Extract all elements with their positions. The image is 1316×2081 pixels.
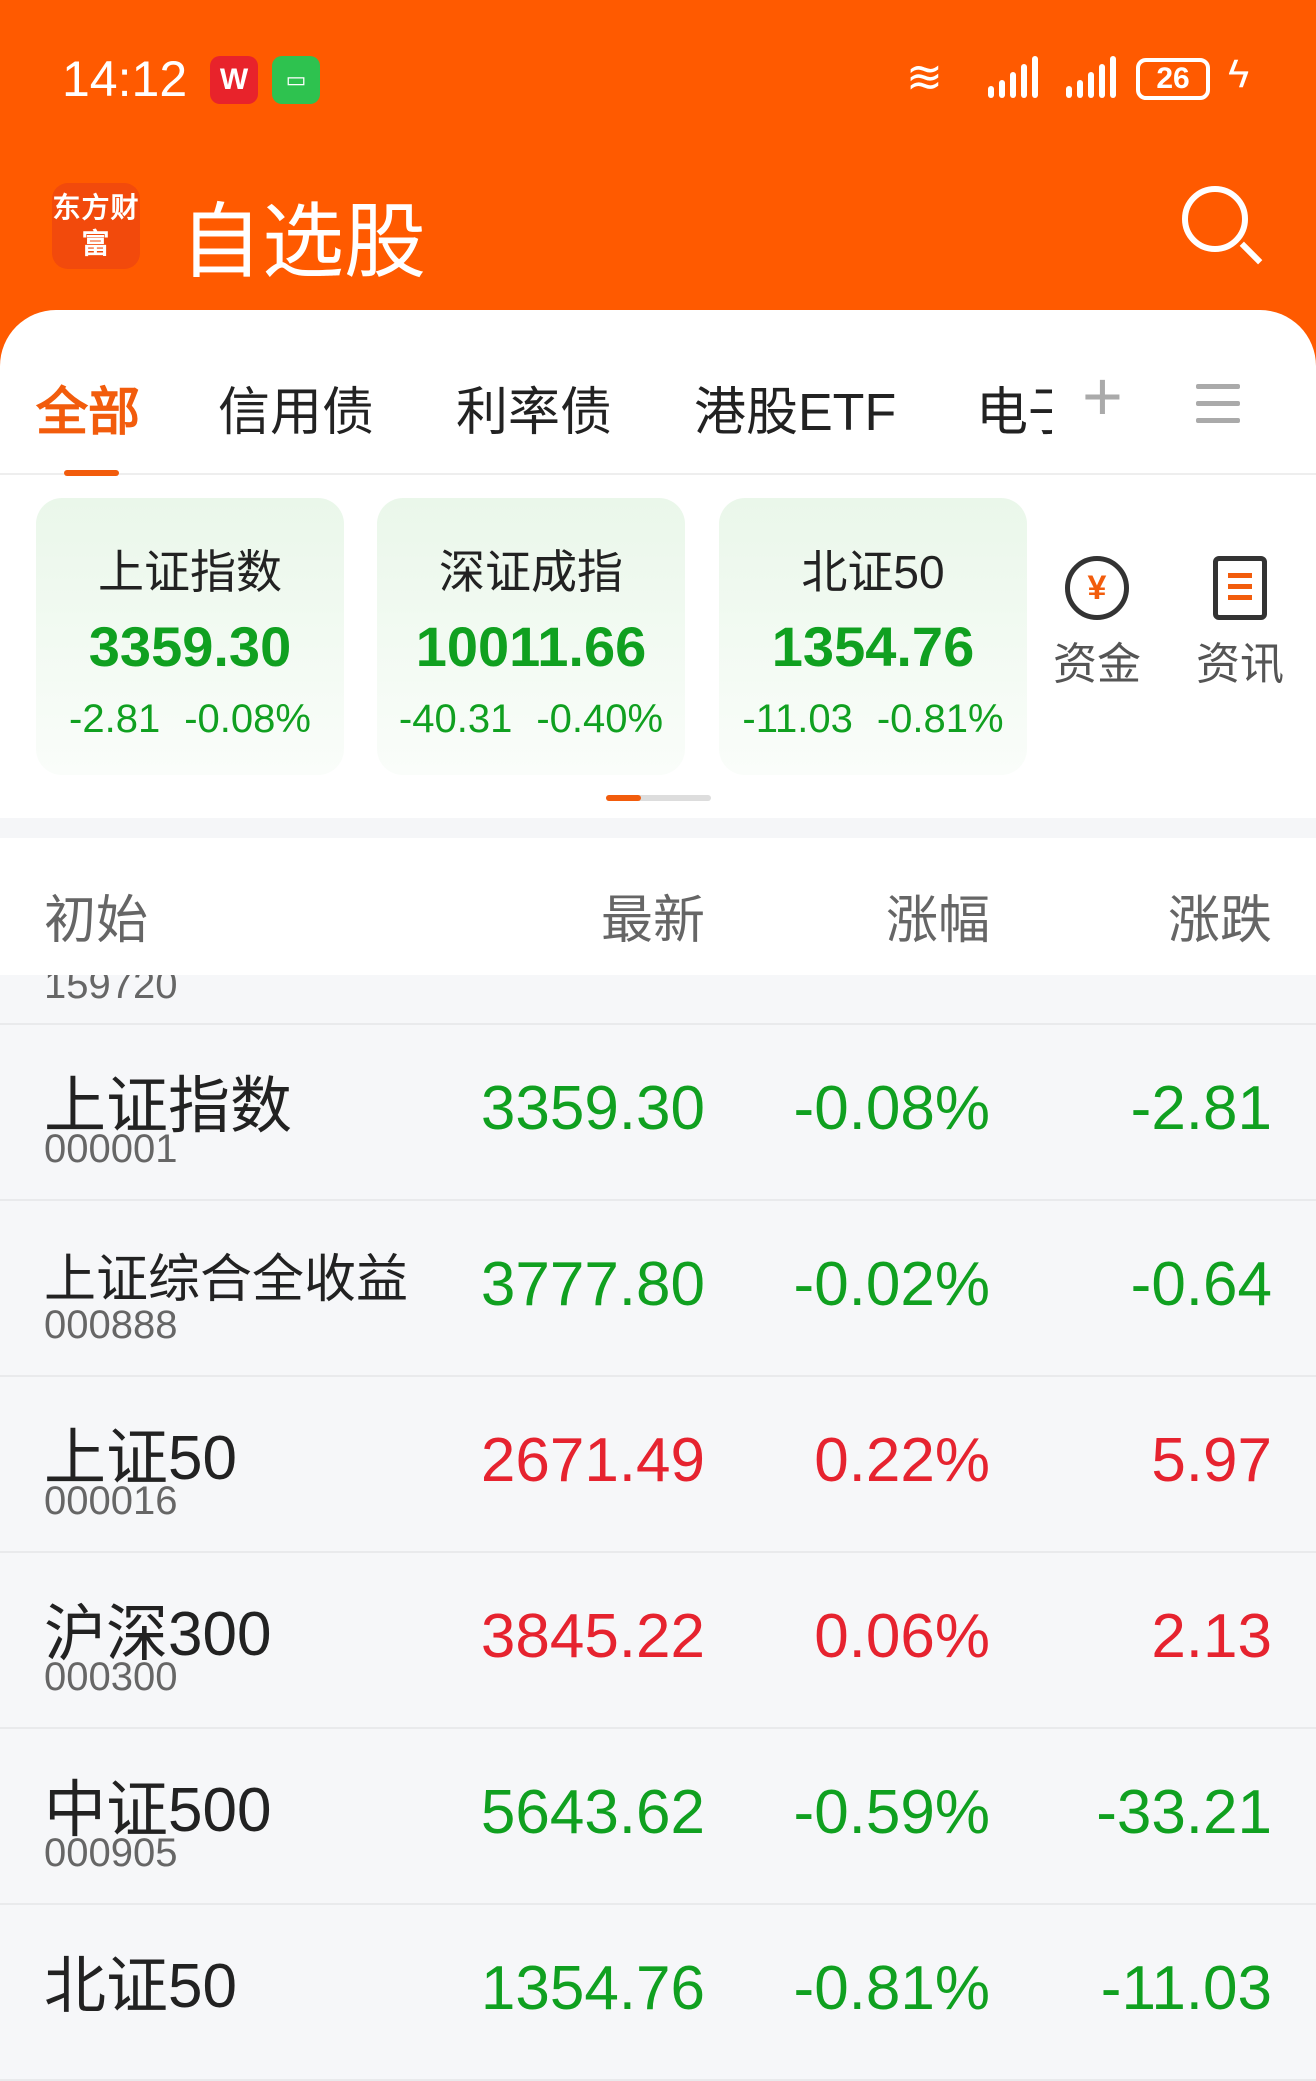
battery-icon: 26 [1136,58,1210,100]
row-pct: -0.08% [793,1074,990,1143]
index-name: 深证成指 [439,546,623,598]
index-name: 北证50 [801,546,945,598]
carousel-indicator [606,795,711,801]
table-row-partial[interactable]: 159720 [0,975,1316,1025]
active-tab-indicator [64,470,119,476]
header-change[interactable]: 涨跌 [1167,892,1272,950]
row-pct: -0.59% [793,1778,990,1847]
signal-2-icon [1066,56,1116,98]
row-change: 5.97 [1151,1426,1272,1495]
index-card[interactable]: 上证指数 3359.30 -2.81 -0.08% [36,498,344,775]
page-title: 自选股 [180,197,427,288]
index-value: 10011.66 [415,615,647,678]
row-latest: 5643.62 [480,1778,705,1847]
wifi-icon: ≋ [906,53,943,102]
row-pct: -0.81% [793,1954,990,2023]
news-shortcut[interactable]: 资讯 [1190,556,1290,692]
table-row[interactable]: 中证500 000905 5643.62 -0.59% -33.21 [0,1729,1316,1905]
index-card[interactable]: 北证50 1354.76 -11.03 -0.81% [719,498,1027,775]
row-code: 159720 [44,975,178,1007]
index-change: -2.81 [69,697,161,741]
divider [0,818,1316,838]
tab-all[interactable]: 全部 [36,384,141,442]
clock: 14:12 [62,51,188,107]
table-row[interactable]: 上证综合全收益 000888 3777.80 -0.02% -0.64 [0,1201,1316,1377]
row-pct: -0.02% [793,1250,990,1319]
index-change: -40.31 [398,697,513,741]
tab-electronics[interactable]: 电子 [976,384,1052,442]
tab-hk-etf[interactable]: 港股ETF [694,384,897,442]
header-pct[interactable]: 涨幅 [885,892,990,950]
row-latest: 1354.76 [480,1954,705,2023]
index-pct: -0.81% [876,697,1004,741]
app-logo: 东方财富 [52,183,140,269]
row-code: 000001 [44,1127,178,1171]
row-change: -33.21 [1096,1778,1272,1847]
tab-bar: 全部 信用债 利率债 港股ETF 电子 + [0,340,1316,476]
table-row[interactable]: 北证50 1354.76 -0.81% -11.03 [0,1905,1316,2081]
row-pct: 0.22% [814,1426,990,1495]
index-pct: -0.08% [184,697,311,741]
row-change: -11.03 [1100,1954,1272,2023]
search-icon[interactable] [1182,186,1248,252]
tab-credit-bond[interactable]: 信用债 [218,384,375,442]
funds-label: 资金 [1053,640,1141,689]
add-group-icon[interactable]: + [1082,357,1123,435]
index-value: 1354.76 [771,615,975,678]
funds-shortcut[interactable]: ¥ 资金 [1047,556,1147,692]
menu-icon[interactable] [1196,384,1240,435]
row-name: 北证50 [44,1952,237,2021]
row-change: 2.13 [1151,1602,1272,1671]
row-name: 上证指数 [44,1072,293,1141]
wps-notification-icon: W [210,56,258,104]
tab-rate-bond[interactable]: 利率债 [456,384,613,442]
header-latest[interactable]: 最新 [600,892,705,950]
header-name[interactable]: 初始 [44,892,149,950]
table-row[interactable]: 沪深300 000300 3845.22 0.06% 2.13 [0,1553,1316,1729]
yuan-cycle-icon: ¥ [1065,556,1129,620]
row-name: 沪深300 [44,1600,272,1669]
row-latest: 3777.80 [480,1250,705,1319]
row-code: 000016 [44,1479,178,1523]
table-row[interactable]: 上证指数 000001 3359.30 -0.08% -2.81 [0,1025,1316,1201]
row-code: 000300 [44,1655,178,1699]
index-change: -11.03 [742,697,853,741]
row-pct: 0.06% [814,1602,990,1671]
row-code: 000905 [44,1831,178,1875]
status-bar: 14:12 W ▭ ≋ 26 ϟ [0,0,1316,150]
table-header: 初始 最新 涨幅 涨跌 [0,838,1316,975]
signal-1-icon [988,56,1038,98]
row-name: 上证综合全收益 [44,1251,409,1309]
row-latest: 3845.22 [480,1602,705,1671]
news-icon [1213,556,1267,620]
row-latest: 2671.49 [480,1426,705,1495]
row-name: 中证500 [44,1776,272,1845]
row-change: -2.81 [1130,1074,1272,1143]
row-code: 000888 [44,1303,178,1347]
charging-icon: ϟ [1228,52,1250,96]
wechat-notification-icon: ▭ [272,56,320,104]
index-name: 上证指数 [98,546,282,598]
index-card[interactable]: 深证成指 10011.66 -40.31 -0.40% [377,498,685,775]
row-latest: 3359.30 [480,1074,705,1143]
news-label: 资讯 [1196,640,1284,689]
row-change: -0.64 [1130,1250,1272,1319]
index-value: 3359.30 [88,615,292,678]
index-pct: -0.40% [536,697,664,741]
table-row[interactable]: 上证50 000016 2671.49 0.22% 5.97 [0,1377,1316,1553]
row-name: 上证50 [44,1424,237,1493]
